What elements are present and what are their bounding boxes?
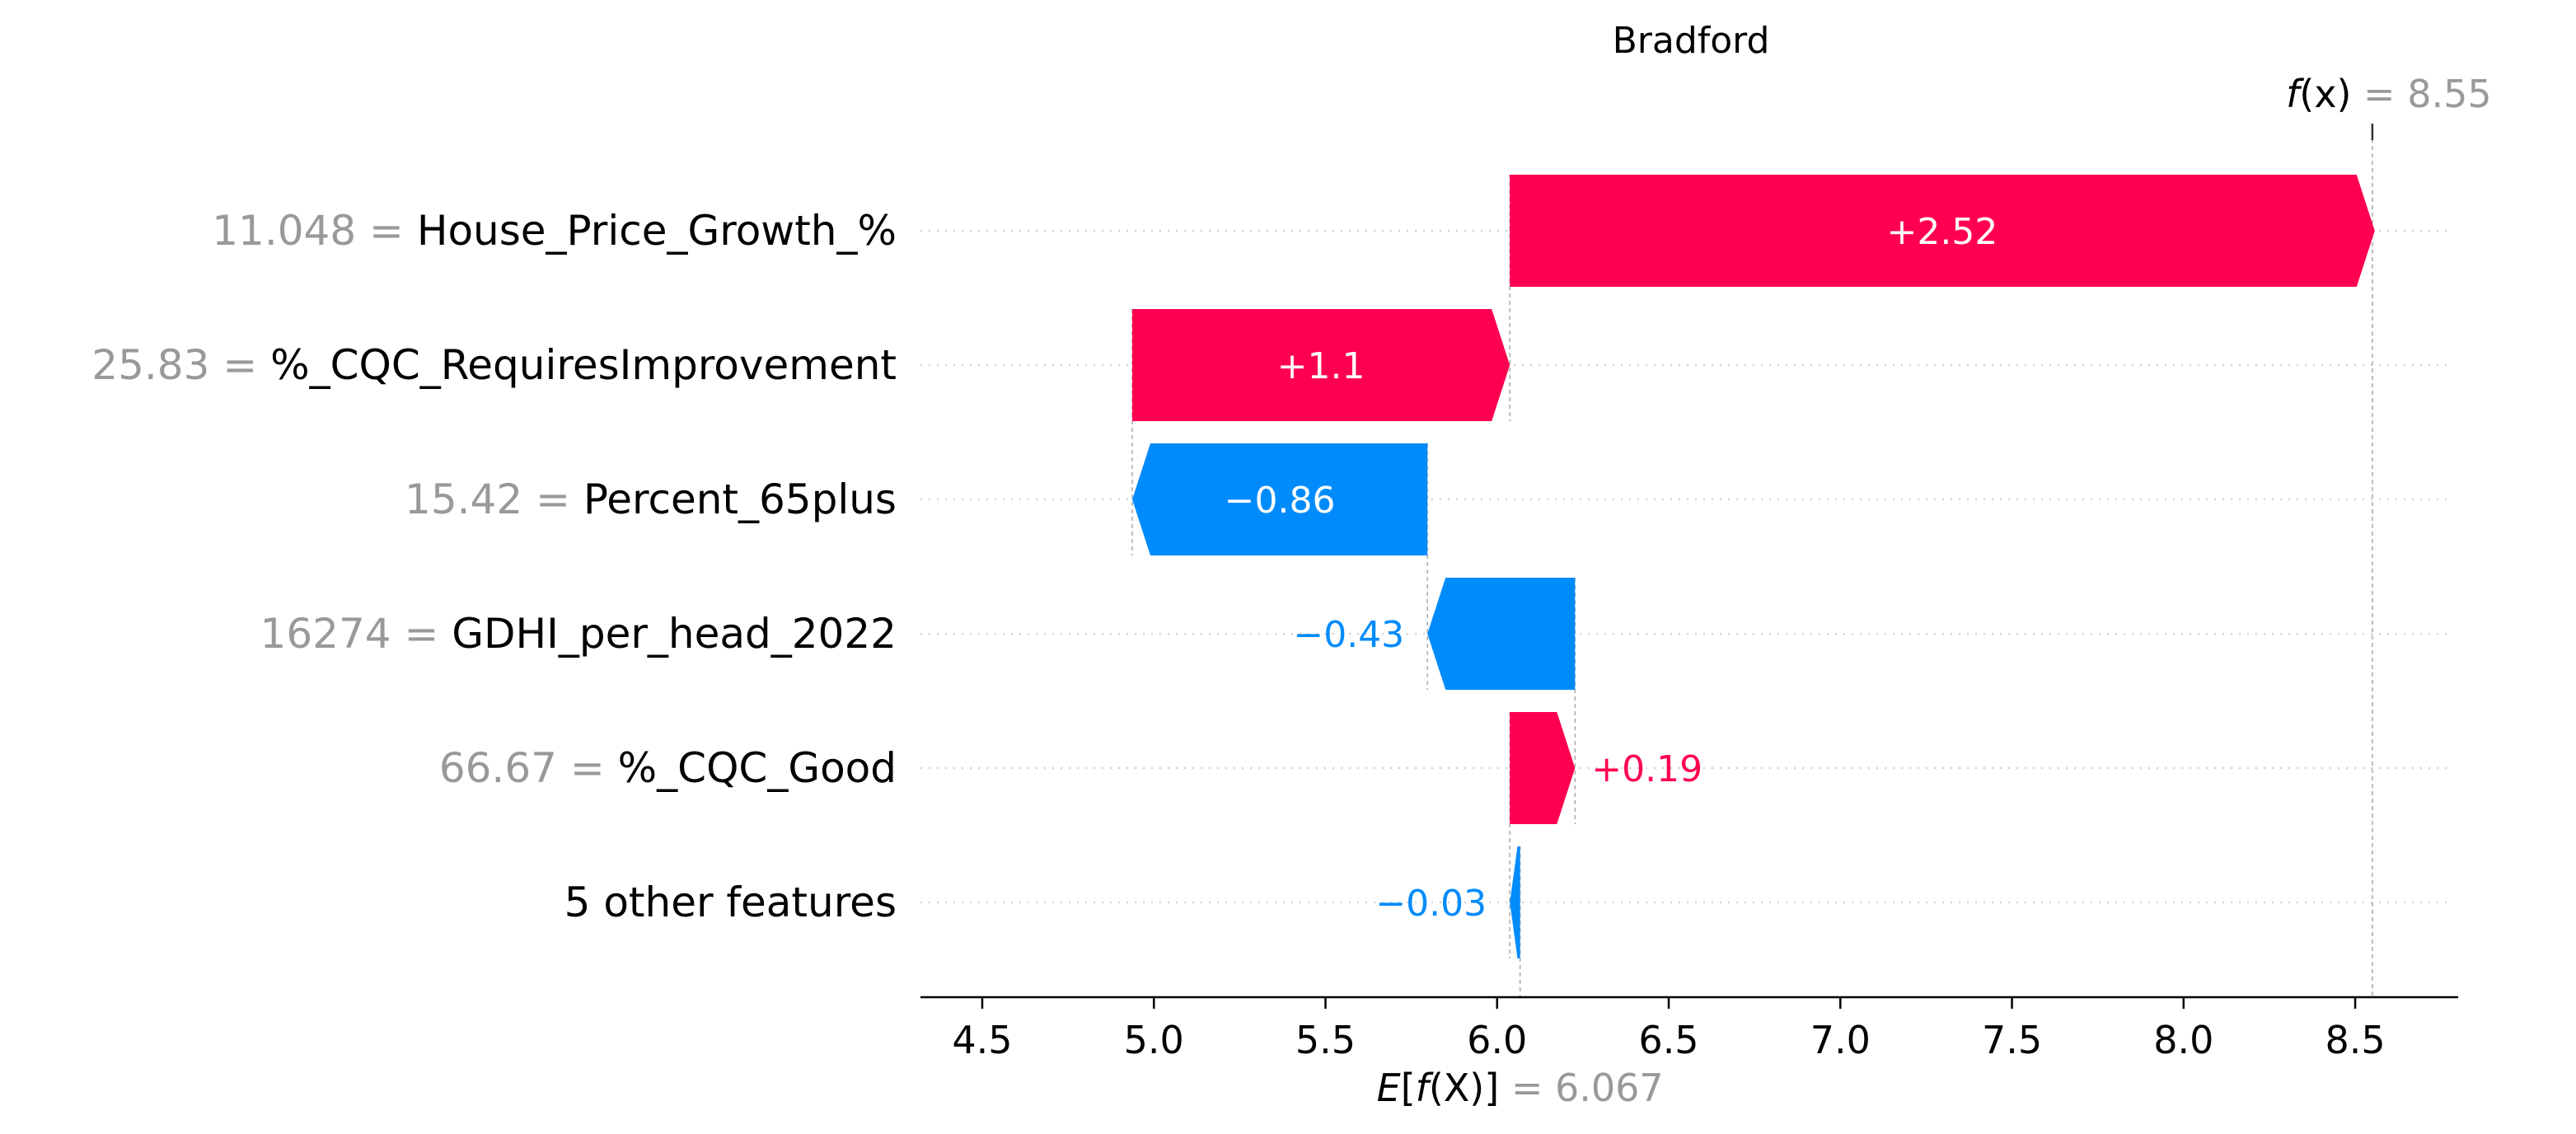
chart-title: Bradford bbox=[1613, 20, 1770, 62]
positive-bar bbox=[1131, 309, 1510, 421]
feature-name: 5 other features bbox=[564, 879, 897, 926]
feature-value: 25.83 = bbox=[91, 341, 270, 389]
base-label-part: ] bbox=[1484, 1066, 1499, 1110]
feature-value: 66.67 = bbox=[439, 744, 618, 792]
feature-value: 15.42 = bbox=[405, 476, 583, 523]
x-tick-label: 5.0 bbox=[1124, 1018, 1184, 1062]
x-tick-label: 5.5 bbox=[1295, 1018, 1356, 1062]
feature-name: %_CQC_Good bbox=[618, 744, 897, 792]
value-annotations: E[f(X)] = 6.067 f(x) = 8.55 bbox=[1377, 72, 2492, 1110]
feature-value: 16274 = bbox=[260, 610, 452, 658]
negative-bar bbox=[1131, 443, 1428, 555]
x-axis: 4.5 5.0 5.5 6.0 6.5 7.0 7.5 8.0 8.5 bbox=[920, 996, 2458, 1062]
x-tick-label: 8.5 bbox=[2325, 1018, 2385, 1062]
x-tick-label: 6.0 bbox=[1467, 1018, 1527, 1062]
bar-label: −0.43 bbox=[1293, 614, 1404, 656]
positive-bar bbox=[1510, 175, 2375, 287]
bar-label: −0.03 bbox=[1375, 883, 1487, 925]
base-label-part: = 6.067 bbox=[1499, 1066, 1663, 1110]
feature-labels: 11.048 = House_Price_Growth_% 25.83 = %_C… bbox=[91, 207, 897, 926]
x-tick-label: 4.5 bbox=[952, 1018, 1012, 1062]
x-tick-label: 6.5 bbox=[1638, 1018, 1698, 1062]
output-label-part: = 8.55 bbox=[2351, 72, 2491, 116]
feature-label: 66.67 = %_CQC_Good bbox=[439, 744, 897, 792]
feature-name: House_Price_Growth_% bbox=[417, 207, 897, 255]
positive-bar bbox=[1510, 712, 1576, 824]
negative-bar bbox=[1427, 578, 1576, 690]
feature-name: Percent_65plus bbox=[583, 476, 897, 523]
output-value-label: f(x) = 8.55 bbox=[2286, 72, 2492, 116]
feature-label: 25.83 = %_CQC_RequiresImprovement bbox=[91, 341, 897, 389]
feature-name: GDHI_per_head_2022 bbox=[452, 610, 897, 658]
bar-label: +0.19 bbox=[1591, 748, 1703, 790]
feature-name: %_CQC_RequiresImprovement bbox=[270, 341, 897, 389]
feature-label: 15.42 = Percent_65plus bbox=[405, 476, 897, 523]
bars: +2.52 +1.1 −0.86 −0.43 +0.19 −0.03 bbox=[1131, 175, 2375, 958]
base-value-label: E[f(X)] = 6.067 bbox=[1377, 1066, 1664, 1110]
output-label-part: (x) bbox=[2299, 72, 2351, 116]
base-label-part: (X) bbox=[1429, 1066, 1484, 1110]
feature-label: 16274 = GDHI_per_head_2022 bbox=[260, 610, 897, 658]
base-label-part: [ bbox=[1401, 1066, 1416, 1110]
base-label-part: E bbox=[1377, 1066, 1401, 1110]
feature-label: 11.048 = House_Price_Growth_% bbox=[212, 207, 897, 255]
bar-label: +2.52 bbox=[1887, 211, 1998, 253]
bar-label: −0.86 bbox=[1225, 480, 1336, 522]
x-tick-label: 7.0 bbox=[1810, 1018, 1871, 1062]
x-tick-label: 8.0 bbox=[2153, 1018, 2213, 1062]
bar-label: +1.1 bbox=[1277, 345, 1365, 387]
negative-bar bbox=[1510, 846, 1520, 958]
x-tick-label: 7.5 bbox=[1982, 1018, 2042, 1062]
feature-value: 11.048 = bbox=[212, 207, 417, 255]
feature-label: 5 other features bbox=[564, 879, 897, 926]
